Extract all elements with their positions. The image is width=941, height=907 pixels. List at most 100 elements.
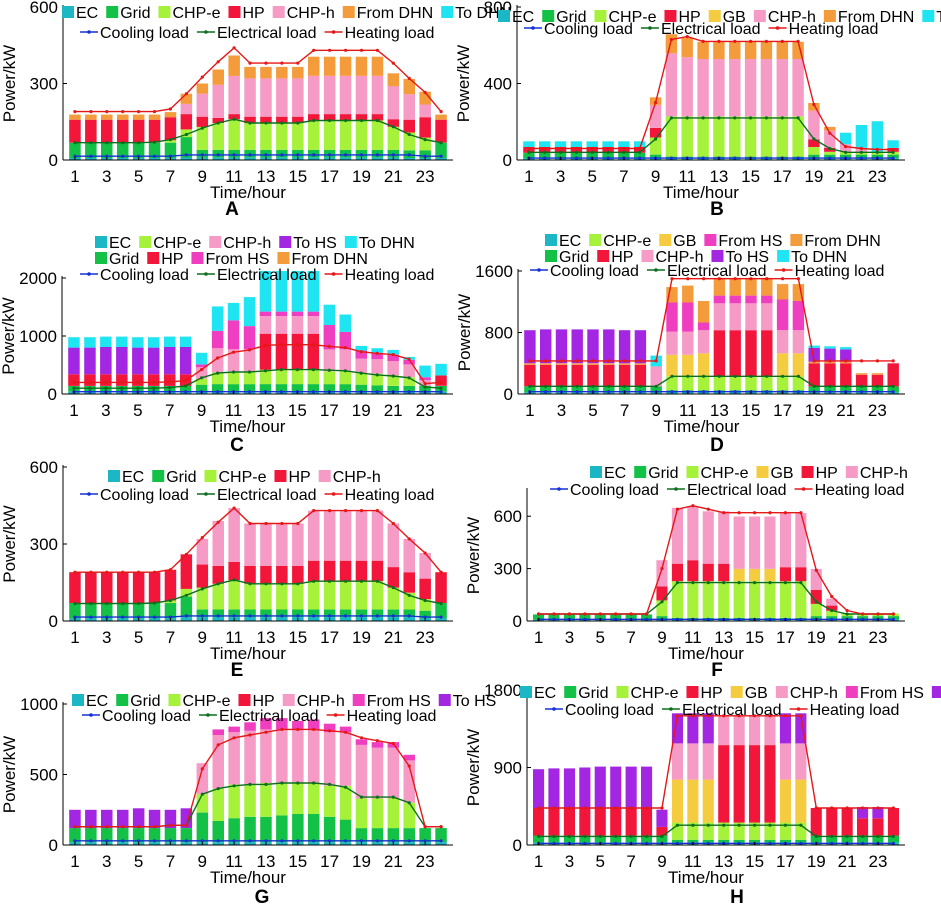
bar-segment [764,839,776,843]
load-point [527,146,531,151]
load-point [645,806,649,810]
load-point [328,118,332,123]
bar-segment [540,386,552,393]
series-gb [671,779,807,823]
legend-item: To HS [711,249,769,266]
load-point [844,150,848,154]
bar-segment [355,560,368,582]
load-point [184,614,188,618]
load-point [328,153,332,157]
load-point [830,841,834,845]
legend-label: From HS [860,685,924,702]
x-tick-label: 11 [225,852,243,871]
bar-segment [212,123,224,150]
load-point [583,612,587,616]
y-tick-label: 600 [494,507,522,526]
load-point [121,110,125,114]
legend-swatch [659,234,672,246]
legend-item: Cooling load [524,21,633,38]
load-point [200,614,204,618]
bar-segment [196,587,209,610]
load-point [200,536,204,540]
series-from-hs [195,311,431,381]
load-point [638,390,643,394]
load-point [232,578,236,582]
bar-segment [749,516,761,569]
legend-label: HP [161,251,183,268]
x-tick-label: 5 [134,628,143,647]
bar-segment [260,729,272,783]
bar-segment [275,384,288,392]
load-point [702,390,706,394]
load-point [583,806,587,810]
legend-item: From DHN [342,5,433,22]
x-tick-label: 5 [133,401,142,420]
load-point [247,370,252,374]
bar-segment [212,609,224,618]
load-point [796,39,800,44]
bar-segment [68,374,80,386]
load-point [660,834,664,839]
bar-segment [148,809,161,829]
bar-segment [227,371,240,385]
bar-segment [586,141,598,147]
bar-segment [164,828,177,843]
load-point [407,357,411,361]
legend-label: Heating load [810,702,900,719]
load-point [407,153,411,157]
bar-segment [69,114,81,120]
bar-segment [729,295,741,304]
bar-segment [260,816,272,843]
load-point [799,841,803,845]
bar-segment [339,56,352,76]
bar-segment [148,119,161,143]
load-point [232,117,236,121]
x-tick-label: 7 [165,401,174,420]
series-to-hs [533,713,884,827]
legend-item: Heating load [794,482,904,499]
load-point [407,764,411,768]
x-tick-label: 23 [869,628,888,647]
load-point [168,380,172,384]
y-axis-label: Power/kW [0,297,18,374]
bar-segment [69,809,81,829]
load-point [796,156,800,160]
legend-item: CHP-e [594,9,657,26]
load-point [359,579,364,583]
load-point [544,359,548,363]
load-point [629,806,633,810]
load-point [328,839,332,843]
x-tick-label: 3 [102,167,111,186]
y-tick-label: 600 [30,0,58,17]
bar-segment [323,56,336,76]
load-point [749,39,753,44]
load-point [629,612,633,616]
legend-marker [669,707,673,711]
legend-swatch [686,686,699,698]
load-point [623,384,627,388]
bar-segment [555,329,568,364]
load-point [591,359,595,363]
x-tick-label: 3 [102,628,111,647]
legend-label: Cooling load [544,21,633,38]
bar-segment [292,565,304,584]
x-tick-label: 9 [198,167,207,186]
bar-segment [687,581,699,618]
legend-item: CHP-e [589,233,651,250]
load-point [344,48,348,52]
load-point [830,608,834,613]
load-point [675,507,680,511]
bar-segment [634,152,646,159]
legend-swatch [545,250,557,262]
legend-marker [557,487,561,491]
bar-segment [244,116,256,124]
bar-segment [702,743,714,780]
series-to-hs [69,808,193,829]
bar-segment [733,822,745,840]
load-point [686,277,690,281]
load-point [423,382,427,386]
bar-segment [292,814,304,843]
bar-segment [228,784,240,819]
series-hp [656,560,838,611]
